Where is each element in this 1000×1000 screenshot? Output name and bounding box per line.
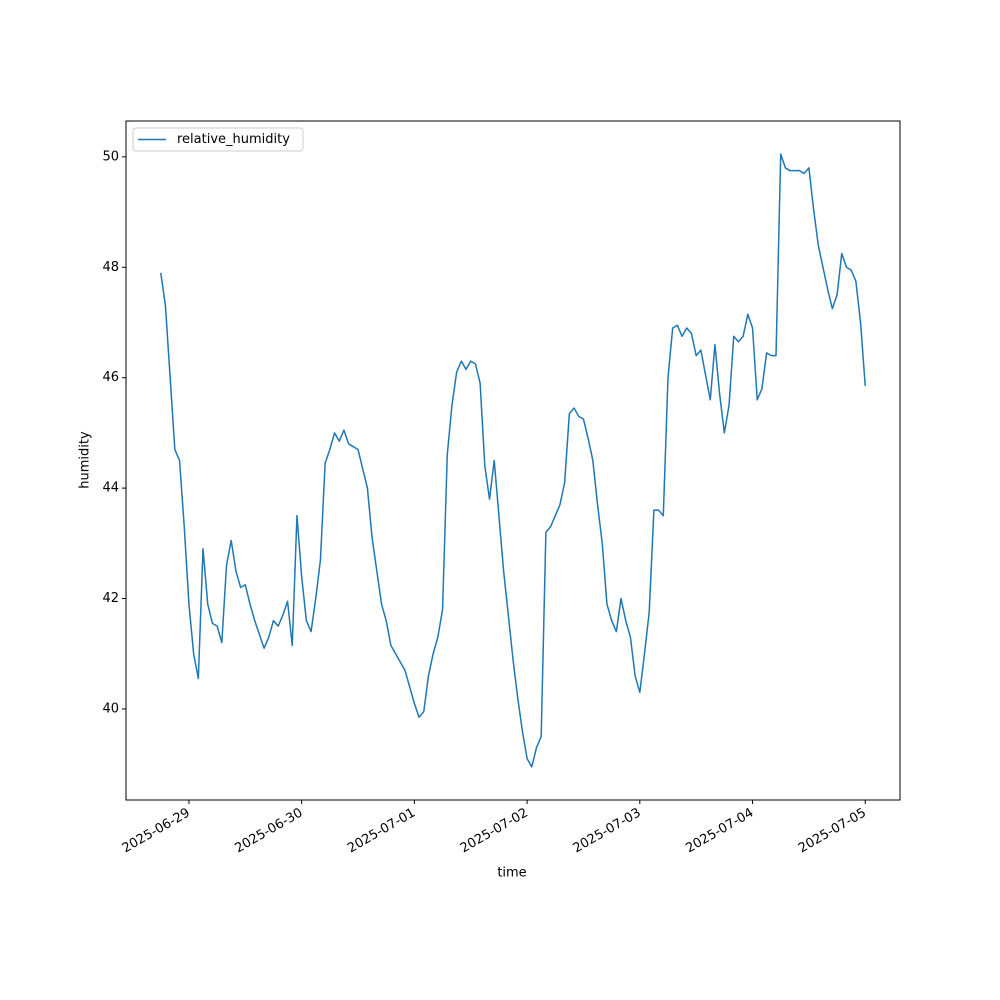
y-tick-label: 40 bbox=[102, 701, 119, 716]
y-tick-label: 50 bbox=[102, 149, 119, 164]
x-tick-label: 2025-06-30 bbox=[232, 806, 305, 857]
x-axis-label: time bbox=[497, 866, 526, 881]
y-axis-label: humidity bbox=[78, 431, 93, 489]
y-tick-label: 48 bbox=[102, 260, 119, 275]
y-tick-label: 46 bbox=[102, 370, 119, 385]
x-tick-label: 2025-06-29 bbox=[120, 806, 193, 857]
x-tick-label: 2025-07-01 bbox=[345, 806, 418, 857]
legend-label: relative_humidity bbox=[177, 132, 290, 147]
x-tick-label: 2025-07-05 bbox=[796, 806, 869, 857]
y-tick-label: 42 bbox=[102, 591, 119, 606]
plot-frame bbox=[125, 120, 901, 801]
legend-box bbox=[132, 127, 304, 152]
y-tick-label: 44 bbox=[102, 481, 119, 496]
line bbox=[160, 153, 866, 768]
x-tick-label: 2025-07-02 bbox=[458, 806, 531, 857]
x-tick-label: 2025-07-04 bbox=[683, 806, 756, 857]
x-tick-label: 2025-07-03 bbox=[571, 806, 644, 857]
